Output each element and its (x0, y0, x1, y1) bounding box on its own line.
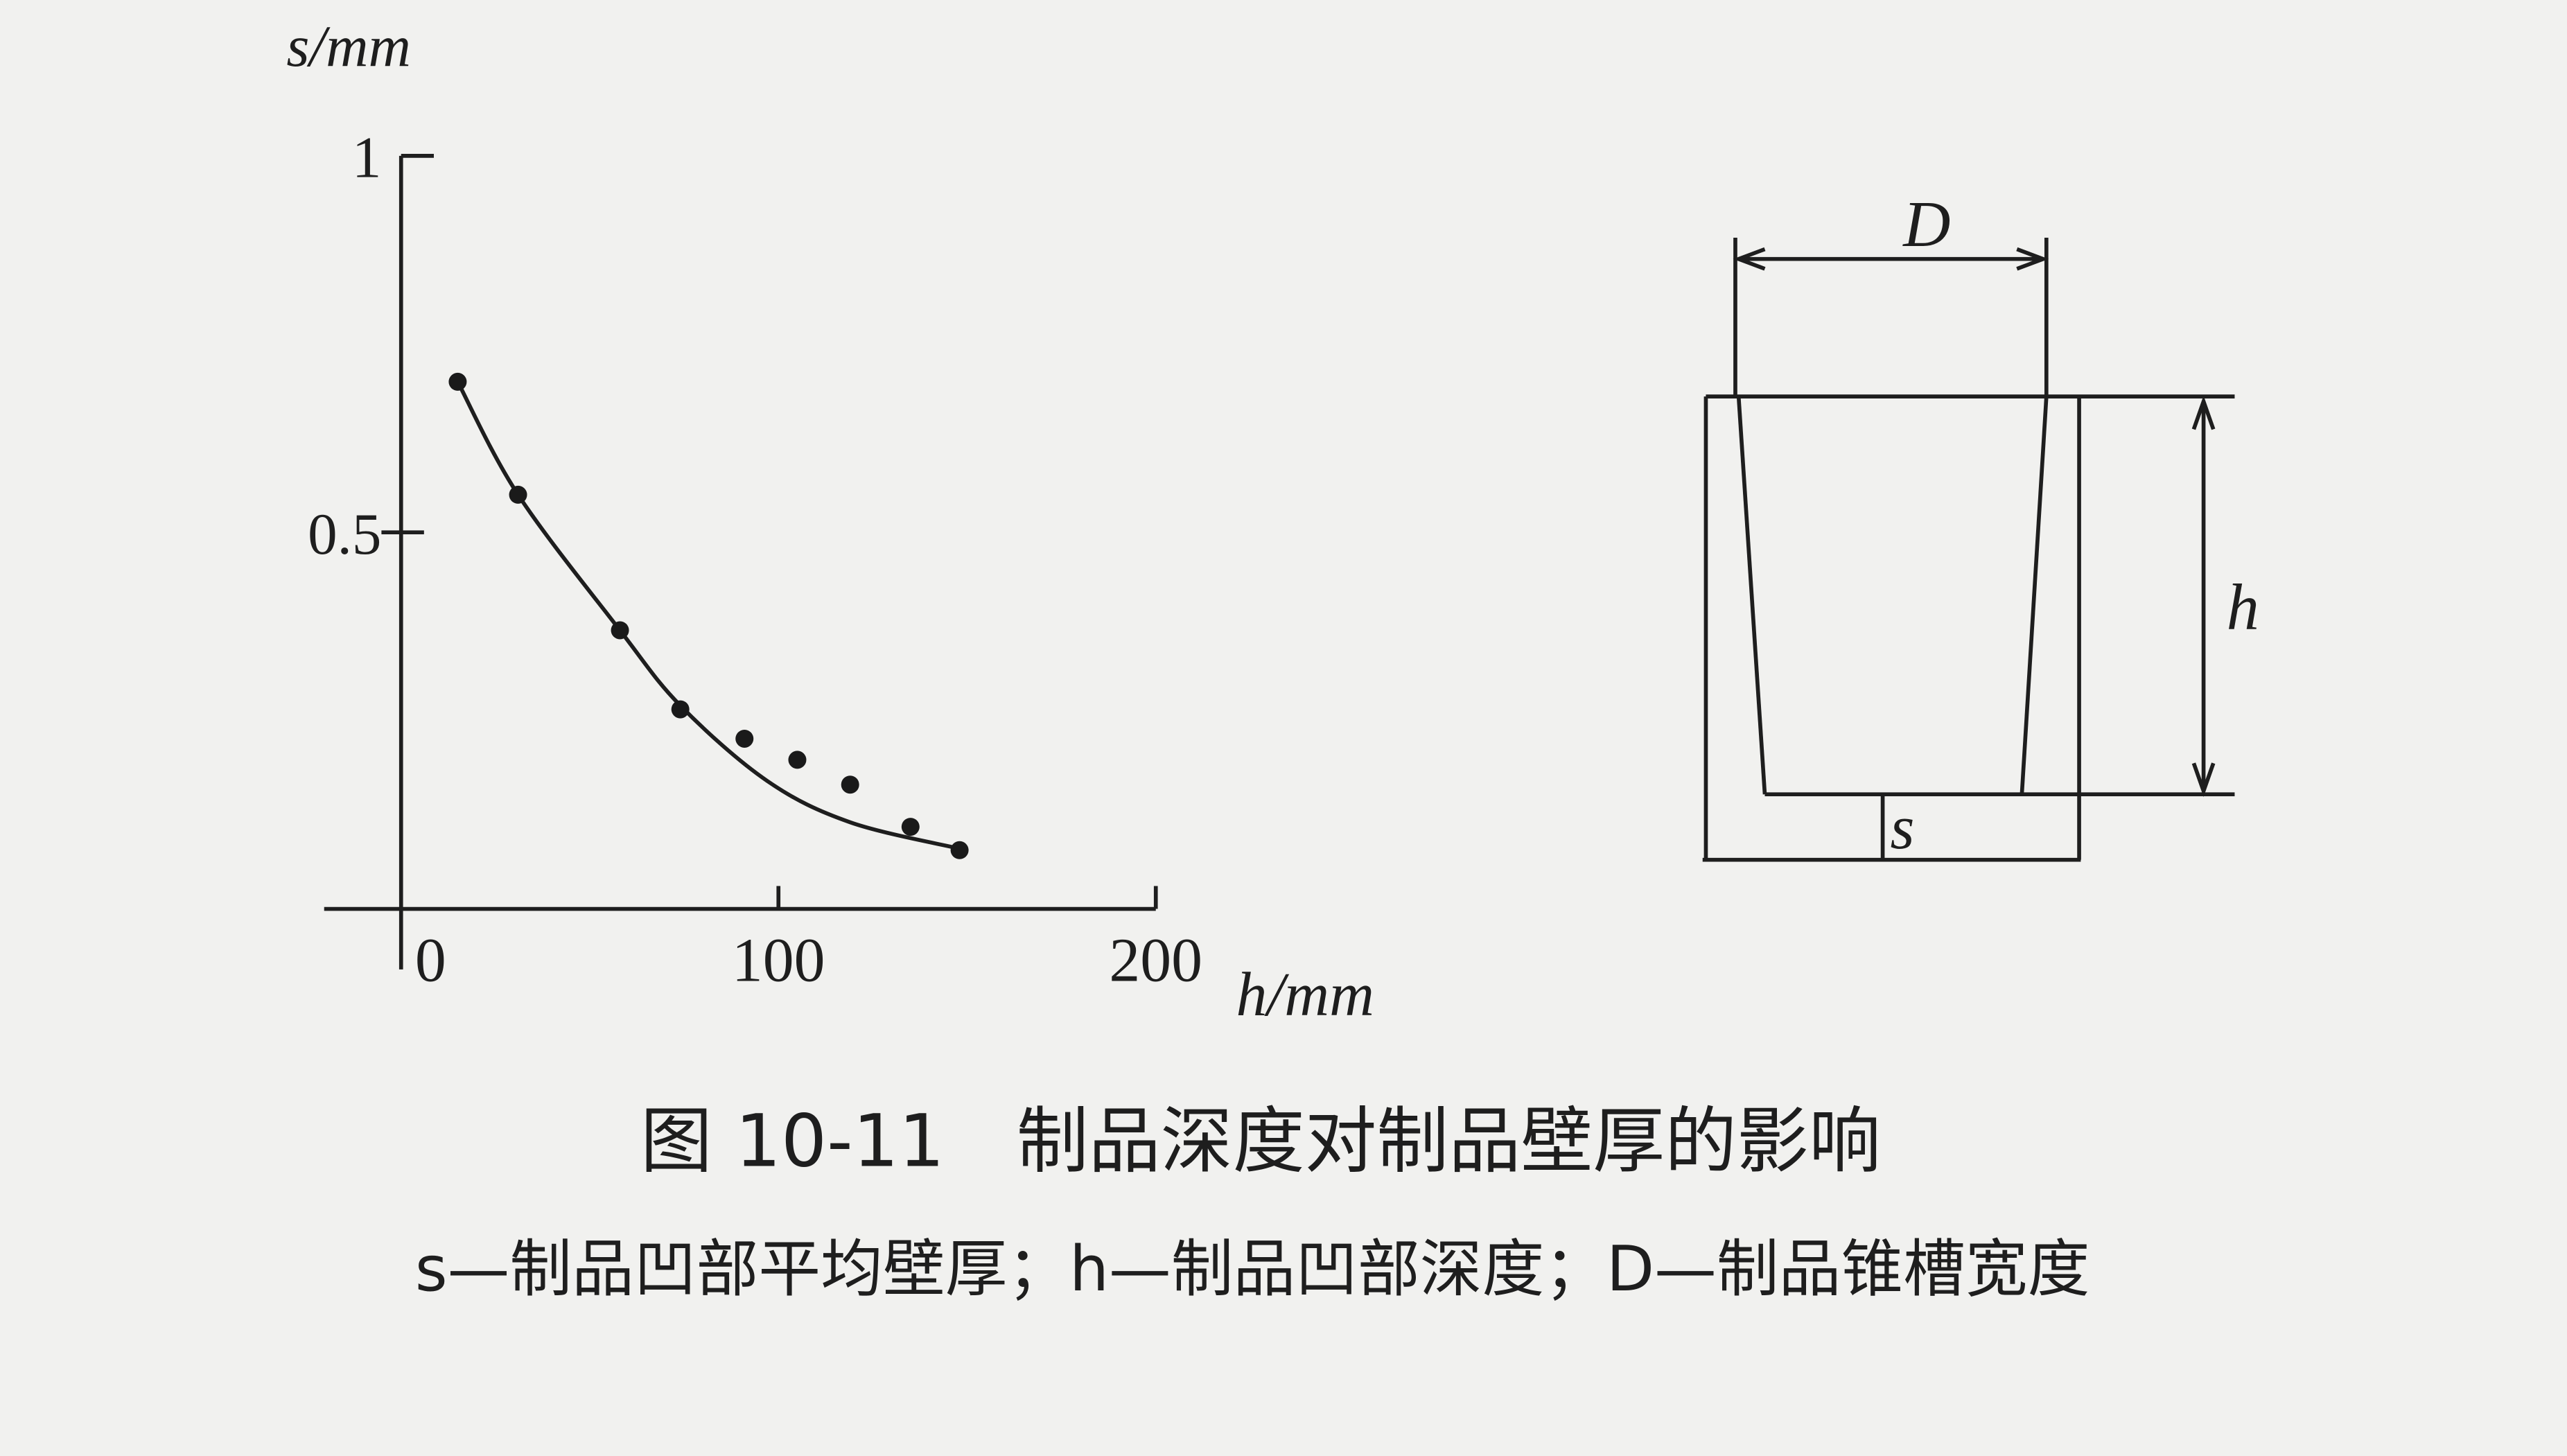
data-point (671, 700, 690, 719)
x-axis-label: h/mm (1236, 961, 1374, 1029)
data-point (448, 372, 467, 391)
data-point (735, 729, 754, 748)
y-tick-label: 0.5 (308, 502, 381, 567)
y-axis-label: s/mm (286, 14, 411, 79)
wall-label: s (1890, 793, 1914, 862)
d-arrows (1733, 247, 2049, 271)
data-point (950, 841, 969, 859)
diagram: D h s (1702, 188, 2259, 862)
x-tick-label: 200 (1109, 926, 1202, 994)
data-point (841, 775, 859, 794)
data-point (509, 485, 527, 504)
x-tick-label: 0 (415, 926, 446, 994)
h-arrows (2191, 395, 2216, 797)
data-point (788, 751, 807, 769)
data-point (611, 621, 629, 640)
x-tick-label: 100 (732, 926, 825, 994)
caption-title: 图 10-11 制品深度对制品壁厚的影响 (640, 1099, 1881, 1183)
data-point (901, 818, 920, 836)
inner-right (2020, 396, 2049, 795)
depth-label: h (2227, 572, 2259, 644)
width-label: D (1902, 188, 1950, 261)
inner-left (1736, 396, 1767, 795)
y-tick-label: 1 (352, 125, 382, 191)
caption-note: s—制品凹部平均壁厚；h—制品凹部深度；D—制品锥槽宽度 (415, 1234, 2090, 1306)
